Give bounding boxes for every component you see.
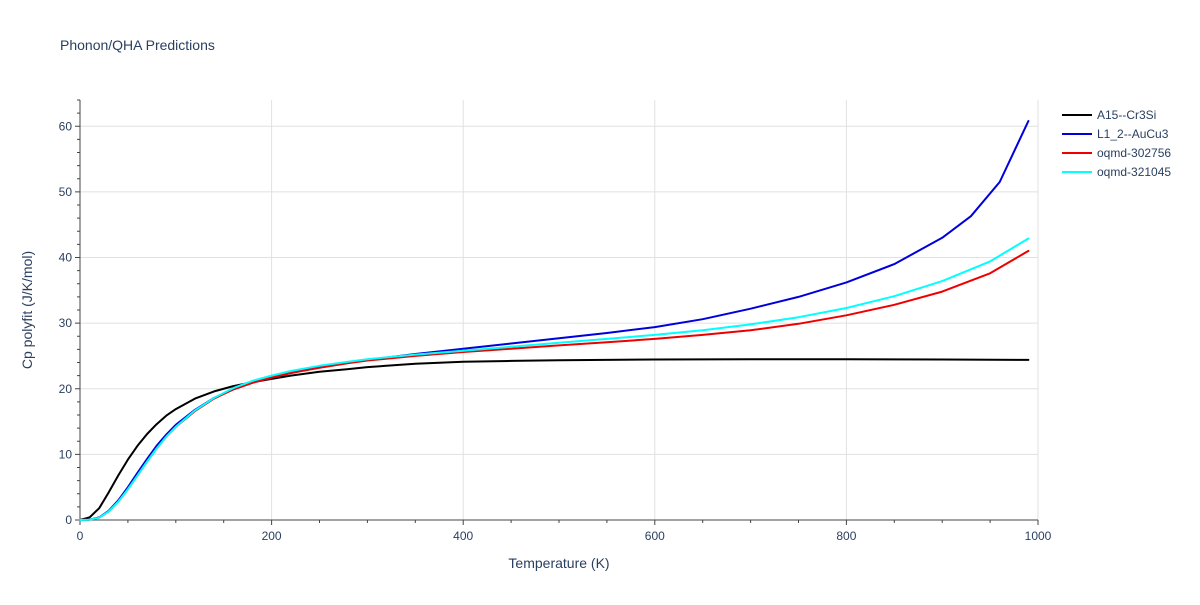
legend-label: A15--Cr3Si bbox=[1097, 108, 1156, 122]
chart-title: Phonon/QHA Predictions bbox=[60, 37, 215, 53]
y-axis-label: Cp polyfit (J/K/mol) bbox=[19, 251, 35, 369]
y-tick-label: 10 bbox=[59, 447, 73, 461]
x-axis-label: Temperature (K) bbox=[508, 555, 609, 571]
axes bbox=[75, 99, 1039, 525]
series-line-2 bbox=[79, 249, 1030, 521]
y-tick-label: 50 bbox=[59, 185, 73, 199]
series-line-0 bbox=[79, 358, 1030, 521]
x-tick-label: 800 bbox=[836, 529, 856, 543]
y-tick-label: 0 bbox=[65, 513, 72, 527]
x-tick-label: 1000 bbox=[1025, 529, 1052, 543]
series-line-1 bbox=[79, 120, 1030, 521]
y-tick-label: 20 bbox=[59, 382, 73, 396]
x-tick-label: 600 bbox=[645, 529, 665, 543]
legend-label: oqmd-321045 bbox=[1097, 165, 1171, 179]
x-tick-label: 400 bbox=[453, 529, 473, 543]
y-tick-label: 60 bbox=[59, 119, 73, 133]
x-tick-label: 200 bbox=[262, 529, 282, 543]
legend-label: L1_2--AuCu3 bbox=[1097, 127, 1169, 141]
legend-item-2[interactable]: oqmd-302756 bbox=[1062, 146, 1171, 160]
x-tick-label: 0 bbox=[77, 529, 84, 543]
legend[interactable]: A15--Cr3Si L1_2--AuCu3 oqmd-302756 oqmd-321… bbox=[1062, 108, 1171, 179]
legend-item-1[interactable]: L1_2--AuCu3 bbox=[1062, 127, 1169, 141]
series-line-3 bbox=[79, 237, 1030, 521]
legend-label: oqmd-302756 bbox=[1097, 146, 1171, 160]
legend-item-3[interactable]: oqmd-321045 bbox=[1062, 165, 1171, 179]
series-lines bbox=[79, 120, 1030, 521]
y-tick-label: 40 bbox=[59, 251, 73, 265]
legend-item-0[interactable]: A15--Cr3Si bbox=[1062, 108, 1156, 122]
grid-lines bbox=[80, 100, 1039, 521]
y-tick-label: 30 bbox=[59, 316, 73, 330]
